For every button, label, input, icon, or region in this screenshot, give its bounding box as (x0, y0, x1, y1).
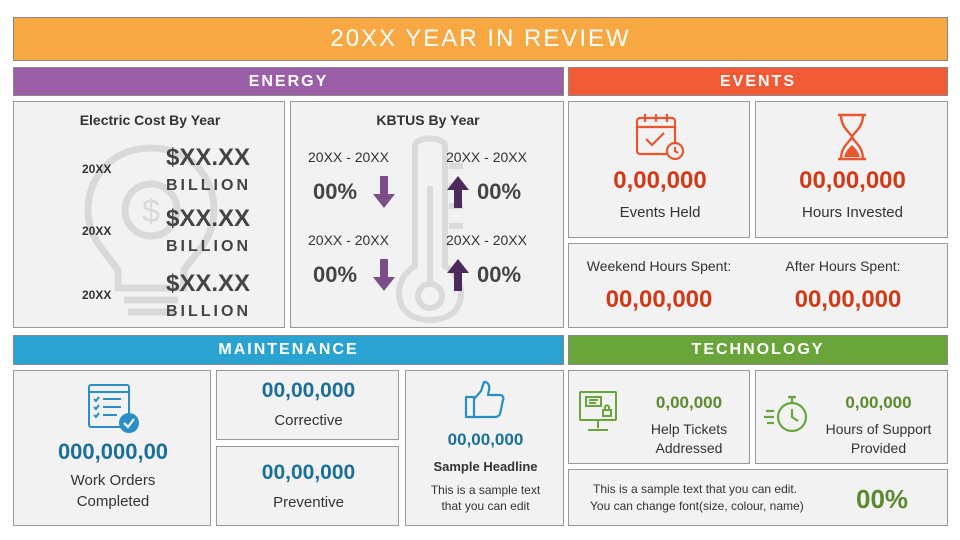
work-orders-label-line1: Work Orders (70, 472, 156, 489)
electric-cost-title: Electric Cost By Year (79, 112, 221, 128)
kbtus-period-2: 20XX - 20XX (446, 149, 527, 165)
events-held-card: 0,00,000 Events Held (568, 101, 750, 238)
technology-header-label: TECHNOLOGY (691, 341, 825, 358)
technology-header: TECHNOLOGY (568, 335, 948, 365)
sample-headline: Sample Headline (433, 459, 538, 474)
technology-note-card: This is a sample text that you can edit.… (568, 469, 948, 526)
electric-row-2-unit: BILLION (166, 238, 251, 255)
preventive-card: 00,00,000 Preventive (216, 446, 399, 526)
arrow-up-icon (447, 176, 469, 208)
hours-invested-value: 00,00,000 (799, 167, 906, 194)
kbtus-value-1: 00% (313, 179, 358, 204)
after-hours-value: 00,00,000 (794, 286, 902, 313)
preventive-label: Preventive (273, 494, 344, 511)
hourglass-icon (838, 113, 866, 161)
help-tickets-card: 0,00,000 Help Tickets Addressed (568, 370, 750, 464)
help-tickets-value: 0,00,000 (655, 393, 723, 412)
electric-row-2-year: 20XX (82, 224, 112, 238)
svg-text:$: $ (142, 193, 160, 229)
monitor-lock-icon (579, 391, 617, 431)
work-orders-card: 000,000,00 Work Orders Completed (13, 370, 211, 526)
support-hours-value: 0,00,000 (845, 393, 912, 412)
page-title: 20XX YEAR IN REVIEW (330, 25, 631, 52)
electric-row-3-amount: $XX.XX (166, 270, 251, 297)
maintenance-header-label: MAINTENANCE (218, 341, 359, 358)
events-header-label: EVENTS (719, 72, 796, 90)
help-tickets-label-line2: Addressed (655, 440, 723, 456)
preventive-value: 00,00,000 (261, 461, 356, 484)
work-orders-label-line2: Completed (76, 493, 150, 510)
work-orders-value: 000,000,00 (57, 439, 169, 464)
hours-spent-card: Weekend Hours Spent: 00,00,000 After Hou… (568, 243, 948, 328)
energy-header: ENERGY (13, 67, 564, 96)
weekend-hours-value: 00,00,000 (605, 286, 713, 313)
kbtus-value-2: 00% (477, 179, 522, 204)
events-held-value: 0,00,000 (613, 167, 707, 194)
checklist-icon (88, 384, 139, 433)
energy-header-label: ENERGY (248, 72, 329, 90)
kbtus-panel: KBTUS By Year 20XX - 20XX 00% 20XX - 20X… (290, 101, 564, 328)
technology-note-line2: You can change font(size, colour, name) (590, 499, 804, 513)
maintenance-header: MAINTENANCE (13, 335, 564, 365)
corrective-value: 00,00,000 (261, 379, 356, 402)
kbtus-value-4: 00% (477, 262, 522, 287)
stopwatch-icon (764, 395, 808, 433)
technology-note-percent: 00% (856, 484, 909, 514)
electric-row-1-amount: $XX.XX (166, 144, 251, 171)
title-bar: 20XX YEAR IN REVIEW (13, 17, 948, 61)
kbtus-period-1: 20XX - 20XX (308, 149, 389, 165)
electric-row-2-amount: $XX.XX (166, 205, 251, 232)
calendar-check-icon (635, 114, 685, 161)
kbtus-value-3: 00% (313, 262, 358, 287)
sample-text-line2: that you can edit (441, 499, 530, 513)
arrow-up-icon (447, 259, 469, 291)
sample-headline-card: 00,00,000 Sample Headline This is a samp… (405, 370, 564, 526)
hours-invested-label: Hours Invested (802, 204, 903, 221)
after-hours-label: After Hours Spent: (785, 258, 901, 274)
events-header: EVENTS (568, 67, 948, 96)
electric-row-3-unit: BILLION (166, 303, 251, 320)
support-hours-card: 0,00,000 Hours of Support Provided (755, 370, 948, 464)
sample-text-line1: This is a sample text (430, 483, 541, 497)
support-hours-label-line1: Hours of Support (825, 421, 932, 437)
help-tickets-label-line1: Help Tickets (650, 421, 728, 437)
thumbs-up-icon (464, 380, 505, 419)
sample-value: 00,00,000 (447, 430, 524, 449)
electric-cost-panel: $ Electric Cost By Year 20XX $XX.XX BILL… (13, 101, 285, 328)
arrow-down-icon (373, 176, 395, 208)
corrective-card: 00,00,000 Corrective (216, 370, 399, 440)
support-hours-label-line2: Provided (850, 440, 907, 456)
corrective-label: Corrective (274, 412, 343, 429)
electric-row-3-year: 20XX (82, 288, 112, 302)
technology-note-line1: This is a sample text that you can edit. (593, 482, 798, 496)
kbtus-period-4: 20XX - 20XX (446, 232, 527, 248)
lightbulb-dollar-icon: $ (84, 144, 218, 316)
kbtus-title: KBTUS By Year (376, 112, 480, 128)
arrow-down-icon (373, 259, 395, 291)
electric-row-1-unit: BILLION (166, 177, 251, 194)
events-held-label: Events Held (619, 204, 701, 221)
hours-invested-card: 00,00,000 Hours Invested (755, 101, 948, 238)
electric-row-1-year: 20XX (82, 162, 112, 176)
weekend-hours-label: Weekend Hours Spent: (586, 258, 732, 274)
kbtus-period-3: 20XX - 20XX (308, 232, 389, 248)
